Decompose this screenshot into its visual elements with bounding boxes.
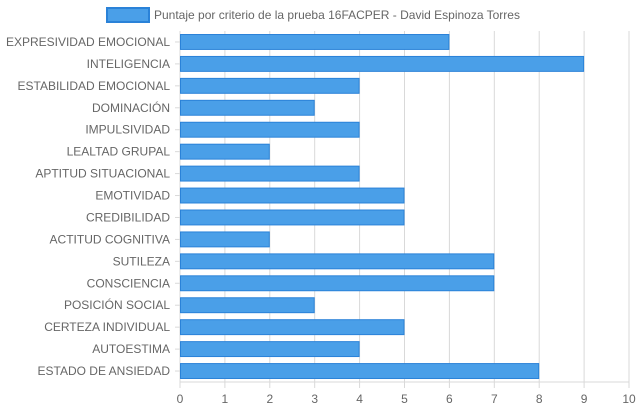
category-label: AUTOESTIMA [92, 342, 170, 356]
x-tick-label: 6 [446, 392, 453, 406]
x-tick-label: 5 [401, 392, 408, 406]
bar[interactable] [180, 275, 495, 292]
bar[interactable] [180, 55, 585, 72]
bar[interactable] [180, 209, 405, 226]
category-labels: EXPRESIVIDAD EMOCIONAL INTELIGENCIA ESTABI… [6, 35, 180, 378]
x-tick-label: 7 [491, 392, 498, 406]
legend: Puntaje por criterio de la prueba 16FACP… [106, 7, 520, 23]
category-label: LEALTAD GRUPAL [67, 145, 171, 159]
category-label: DOMINACIÓN [92, 100, 170, 115]
bar[interactable] [180, 165, 360, 182]
category-label: EXPRESIVIDAD EMOCIONAL [6, 35, 170, 49]
bar[interactable] [180, 34, 450, 50]
x-tick-label: 0 [177, 392, 184, 406]
legend-swatch [106, 7, 150, 23]
category-label: EMOTIVIDAD [95, 189, 170, 203]
category-label: INTELIGENCIA [87, 57, 170, 71]
category-label: ESTADO DE ANSIEDAD [38, 364, 171, 378]
category-label: POSICIÓN SOCIAL [64, 297, 170, 312]
x-tick-label: 4 [356, 392, 363, 406]
x-axis-ticks: 0 1 2 3 4 5 6 7 8 9 10 [177, 392, 636, 406]
category-label: APTITUD SITUACIONAL [35, 167, 170, 181]
category-label: CERTEZA INDIVIDUAL [44, 320, 170, 334]
category-label: SUTILEZA [113, 254, 170, 268]
legend-label: Puntaje por criterio de la prueba 16FACP… [154, 8, 520, 22]
bar[interactable] [180, 231, 270, 248]
x-tick-label: 10 [622, 392, 636, 406]
bar[interactable] [180, 99, 315, 116]
bars [180, 34, 585, 379]
x-tick-label: 3 [311, 392, 318, 406]
bar[interactable] [180, 297, 315, 314]
category-label: ACTITUD COGNITIVA [50, 232, 170, 246]
x-tick-label: 1 [222, 392, 229, 406]
x-tick-label: 9 [581, 392, 588, 406]
x-tick-label: 2 [266, 392, 273, 406]
category-label: ESTABILIDAD EMOCIONAL [18, 79, 171, 93]
category-label: CREDIBILIDAD [86, 210, 170, 224]
bar[interactable] [180, 253, 495, 270]
bar[interactable] [180, 143, 270, 160]
bar[interactable] [180, 187, 405, 204]
bar[interactable] [180, 319, 405, 336]
bar[interactable] [180, 77, 360, 94]
category-label: IMPULSIVIDAD [85, 123, 170, 137]
bar[interactable] [180, 121, 360, 138]
bar[interactable] [180, 341, 360, 358]
bar[interactable] [180, 363, 540, 379]
category-label: CONSCIENCIA [87, 276, 170, 290]
x-tick-label: 8 [536, 392, 543, 406]
